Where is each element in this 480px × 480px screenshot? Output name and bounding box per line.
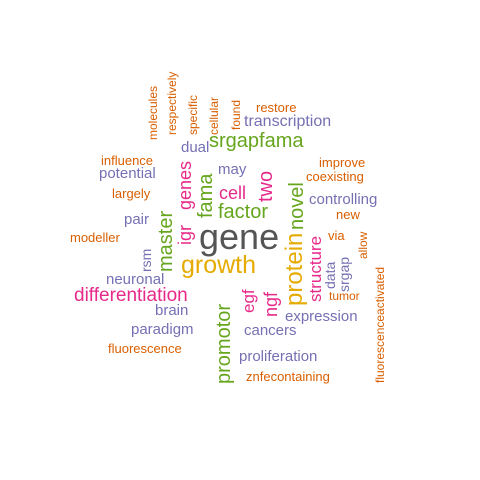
word-modeller: modeller xyxy=(70,230,120,245)
word-paradigm: paradigm xyxy=(131,321,194,338)
word-rsm: rsm xyxy=(138,248,154,272)
word-egf: egf xyxy=(239,289,258,313)
word-data: data xyxy=(322,261,338,289)
word-srgapfama: srgapfama xyxy=(209,130,304,152)
word-restore: restore xyxy=(256,100,297,115)
word-largely: largely xyxy=(112,186,151,201)
word-cell: cell xyxy=(219,183,247,203)
word-transcription: transcription xyxy=(244,113,332,130)
word-master: master xyxy=(155,210,177,272)
word-growth: growth xyxy=(181,251,257,279)
word-cancers: cancers xyxy=(244,322,297,339)
word-igr: igr xyxy=(175,224,195,245)
word-influence: influence xyxy=(101,153,154,168)
word-specific: specific xyxy=(186,94,200,135)
word-allow: allow xyxy=(356,231,370,259)
word-improve: improve xyxy=(319,155,366,170)
word-genes: genes xyxy=(175,160,195,210)
word-controlling: controlling xyxy=(309,191,378,208)
word-fama: fama xyxy=(195,173,217,218)
word-expression: expression xyxy=(285,308,358,325)
word-ngf: ngf xyxy=(261,291,281,317)
word-promotor: promotor xyxy=(213,303,235,384)
word-via: via xyxy=(328,228,345,243)
word-neuronal: neuronal xyxy=(106,271,165,288)
word-coexisting: coexisting xyxy=(306,169,364,184)
word-differentiation: differentiation xyxy=(74,285,188,306)
word-protein: protein xyxy=(281,232,308,306)
word-factor: factor xyxy=(218,201,269,223)
word-pair: pair xyxy=(124,211,150,228)
word-proliferation: proliferation xyxy=(239,348,318,365)
word-respectively: respectively xyxy=(165,71,179,135)
word-fluorescence: fluorescence xyxy=(108,341,182,356)
word-molecules: molecules xyxy=(146,85,160,140)
word-novel: novel xyxy=(286,182,308,230)
word-znfecontaining: znfecontaining xyxy=(246,369,330,384)
word-may: may xyxy=(218,161,247,178)
word-brain: brain xyxy=(155,302,189,319)
word-fluorescenceactivated: fluorescenceactivated xyxy=(373,266,387,383)
word-found: found xyxy=(229,99,243,130)
word-potential: potential xyxy=(99,165,156,182)
word-cellular: cellular xyxy=(207,96,221,135)
word-tumor: tumor xyxy=(329,289,360,303)
word-dual: dual xyxy=(181,139,210,156)
word-gene: gene xyxy=(199,216,280,257)
word-new: new xyxy=(336,207,360,222)
word-srgap: srgap xyxy=(336,256,352,292)
word-two: two xyxy=(255,170,277,202)
